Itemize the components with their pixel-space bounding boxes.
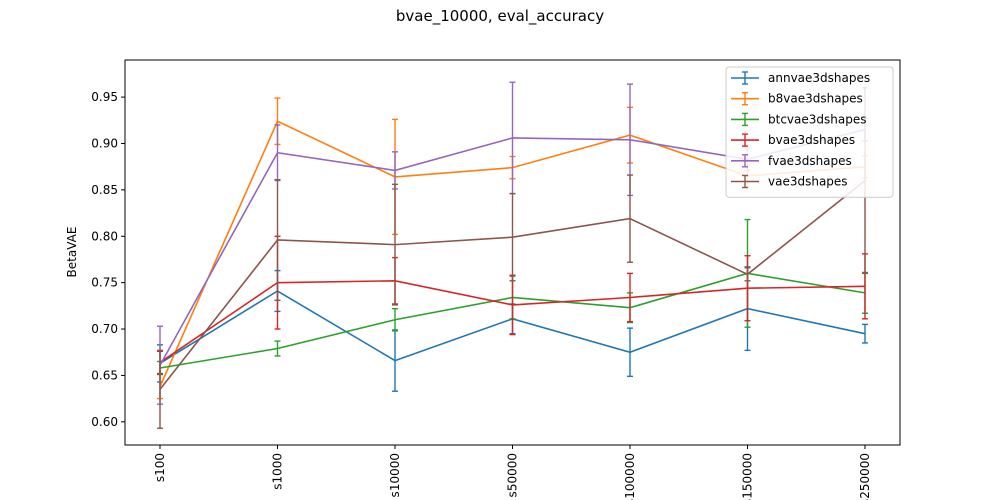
y-tick-label: 0.95 xyxy=(91,90,118,104)
legend-item-fvae3dshapes: fvae3dshapes xyxy=(731,154,852,168)
legend-item-annvae3dshapes: annvae3dshapes xyxy=(731,71,870,85)
legend-item-vae3dshapes: vae3dshapes xyxy=(731,175,848,189)
x-tick-label: s50000 xyxy=(506,453,520,497)
y-tick-label: 0.75 xyxy=(91,276,118,290)
x-tick-label: s100 xyxy=(153,453,167,482)
legend-item-bvae3dshapes: bvae3dshapes xyxy=(731,133,855,147)
y-axis-label: BetaVAE xyxy=(65,227,79,278)
x-tick-label: s10000 xyxy=(388,453,402,497)
legend-item-b8vae3dshapes: b8vae3dshapes xyxy=(731,92,863,106)
y-tick-label: 0.80 xyxy=(91,229,118,243)
x-tick-label: s150000 xyxy=(741,453,755,500)
x-tick-label: s100000 xyxy=(623,453,637,500)
legend: annvae3dshapes b8vae3dshapes btcvae3dshape… xyxy=(725,66,894,198)
chart-title: bvae_10000, eval_accuracy xyxy=(396,7,604,26)
legend-label: annvae3dshapes xyxy=(768,71,870,85)
legend-label: fvae3dshapes xyxy=(768,154,852,168)
y-tick-label: 0.90 xyxy=(91,136,118,150)
y-tick-label: 0.65 xyxy=(91,368,118,382)
legend-label: bvae3dshapes xyxy=(768,133,855,147)
x-axis: s100 s1000 s10000 s50000 s100000 s150000 s2500… xyxy=(153,445,872,500)
x-tick-label: s250000 xyxy=(858,453,872,500)
legend-label: b8vae3dshapes xyxy=(768,92,863,106)
legend-label: vae3dshapes xyxy=(768,175,848,189)
legend-item-btcvae3dshapes: btcvae3dshapes xyxy=(731,112,866,126)
y-tick-label: 0.70 xyxy=(91,322,118,336)
y-axis: 0.60 0.65 0.70 0.75 0.80 0.85 0.90 0.95 xyxy=(91,90,125,429)
y-tick-label: 0.85 xyxy=(91,183,118,197)
x-tick-label: s1000 xyxy=(271,453,285,490)
y-tick-label: 0.60 xyxy=(91,415,118,429)
legend-label: btcvae3dshapes xyxy=(768,112,866,126)
legend-box xyxy=(725,66,894,198)
